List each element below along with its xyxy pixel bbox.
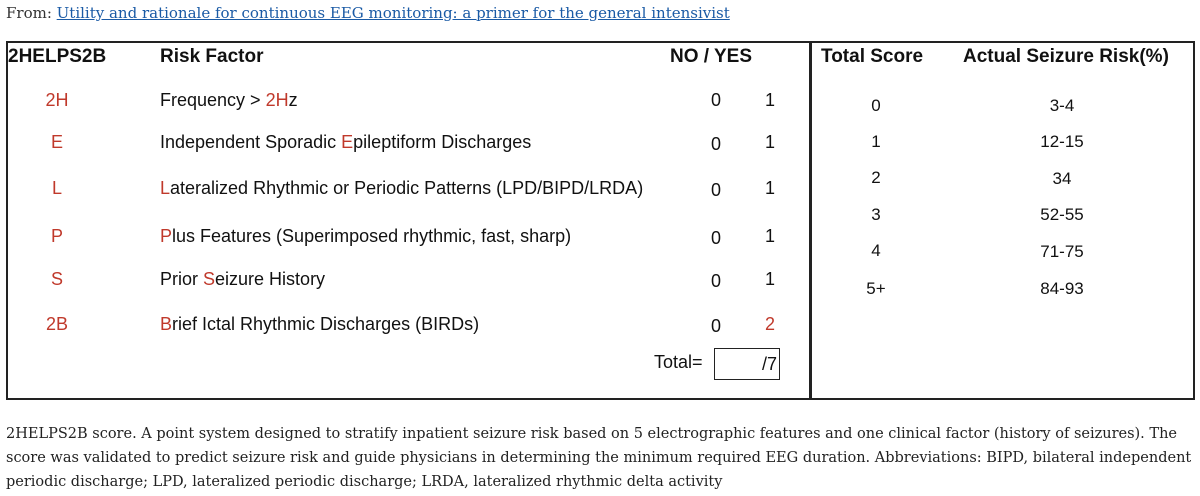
seizure-risk-value: 52-55 bbox=[1040, 205, 1084, 224]
seizure-risk-value: 3-4 bbox=[1049, 96, 1075, 115]
total-label: Total= bbox=[654, 352, 703, 372]
row-risk-factor: Lateralized Rhythmic or Periodic Pattern… bbox=[160, 178, 644, 198]
row-yes-value: 1 bbox=[764, 90, 775, 110]
seizure-risk-value: 71-75 bbox=[1040, 242, 1084, 261]
row-risk-factor: Independent Sporadic Epileptiform Discha… bbox=[160, 132, 532, 152]
row-code: L bbox=[51, 178, 62, 198]
header-risk-factor: Risk Factor bbox=[160, 46, 264, 67]
header-code: 2HELPS2B bbox=[8, 46, 107, 67]
total-field[interactable]: /7 bbox=[714, 348, 780, 380]
row-code: 2B bbox=[45, 314, 69, 334]
total-score-value: 3 bbox=[871, 205, 881, 224]
header-no-yes: NO / YES bbox=[670, 46, 753, 67]
total-score-value: 2 bbox=[871, 168, 881, 187]
row-code: P bbox=[50, 226, 63, 246]
row-risk-factor: Plus Features (Superimposed rhythmic, fa… bbox=[160, 226, 572, 246]
total-score-value: 1 bbox=[871, 132, 881, 151]
total-score-value: 0 bbox=[871, 96, 881, 115]
row-risk-factor: Frequency > 2Hz bbox=[160, 90, 298, 110]
row-code: 2H bbox=[45, 90, 69, 110]
source-article-link[interactable]: Utility and rationale for continuous EEG… bbox=[56, 4, 730, 22]
header-seizure-risk: Actual Seizure Risk(%) bbox=[963, 46, 1169, 67]
row-no-value: 0 bbox=[710, 316, 721, 336]
row-yes-value: 1 bbox=[764, 269, 775, 289]
row-no-value: 0 bbox=[710, 90, 721, 110]
row-code: E bbox=[50, 132, 63, 152]
figure-caption: 2HELPS2B score. A point system designed … bbox=[6, 426, 1192, 490]
row-yes-value: 1 bbox=[764, 226, 775, 246]
row-no-value: 0 bbox=[710, 134, 721, 154]
header-total-score: Total Score bbox=[821, 46, 924, 67]
row-yes-value: 1 bbox=[764, 132, 775, 152]
seizure-risk-value: 12-15 bbox=[1040, 132, 1084, 151]
row-yes-value: 1 bbox=[764, 178, 775, 198]
row-code: S bbox=[50, 269, 63, 289]
row-risk-factor: Prior Seizure History bbox=[160, 269, 326, 289]
row-risk-factor: Brief Ictal Rhythmic Discharges (BIRDs) bbox=[160, 314, 480, 334]
total-score-value: 4 bbox=[871, 241, 881, 260]
row-no-value: 0 bbox=[710, 271, 721, 291]
seizure-risk-value: 34 bbox=[1052, 169, 1072, 188]
score-table bbox=[810, 41, 1195, 400]
source-line: From: Utility and rationale for continuo… bbox=[6, 4, 730, 22]
row-no-value: 0 bbox=[710, 228, 721, 248]
seizure-risk-value: 84-93 bbox=[1040, 279, 1084, 298]
row-no-value: 0 bbox=[710, 180, 721, 200]
total-score-value: 5+ bbox=[866, 279, 886, 298]
row-yes-value: 2 bbox=[764, 314, 775, 334]
